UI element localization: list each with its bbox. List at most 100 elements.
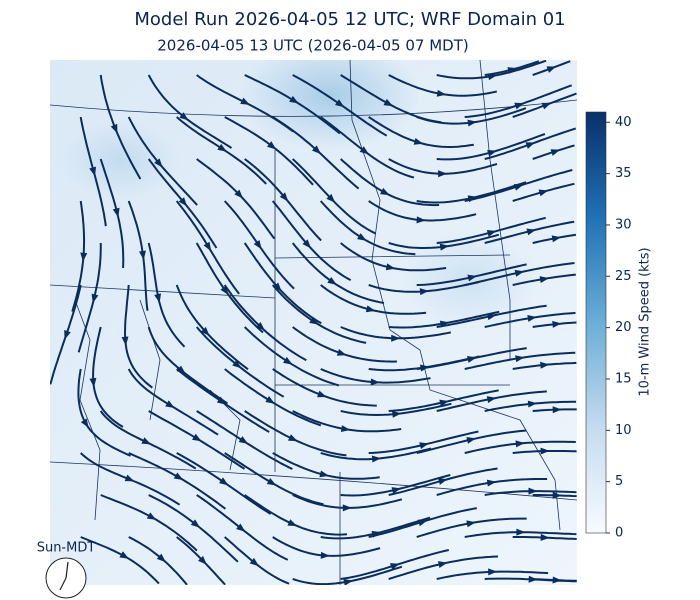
streamline-arrow [266,141,277,150]
streamline-arrow [249,557,259,567]
streamline-arrow [165,400,175,408]
streamline-arrow [365,305,376,313]
streamline-arrow [198,555,207,565]
streamline-arrow [439,399,449,407]
streamline-arrow [119,551,129,559]
streamline-arrow [487,149,497,157]
streamline-arrow [287,434,298,442]
streamline-arrow [416,216,426,224]
streamline-arrow [279,192,289,202]
wind-max [240,60,420,150]
streamline-arrow [179,112,189,121]
streamline-arrow [514,102,524,110]
clock-hand [65,561,69,579]
streamline-arrow [550,149,561,156]
streamline-arrow [141,437,152,445]
streamline-arrow [110,123,118,134]
subtitle: 2026-04-05 13 UTC (2026-04-05 07 MDT) [157,37,468,55]
streamline-arrow [513,183,524,191]
streamline-arrow [392,410,402,418]
streamline-arrow [336,349,347,356]
streamline-arrow [234,189,244,199]
colorbar-tick-label: 0 [615,526,623,541]
streamline-arrow [541,102,552,110]
streamline-arrow [486,396,497,403]
streamline-arrow [178,197,188,207]
streamline-arrow [156,553,166,563]
streamline-arrow [265,396,275,404]
streamline-arrow [527,314,537,322]
streamline-arrow [467,274,477,282]
streamline-arrow [124,474,135,482]
streamline-arrow [80,418,89,428]
colorbar-label: 10-m Wind Speed (kts) [638,247,653,396]
streamline-arrow [326,193,336,203]
streamline-arrow [319,470,329,478]
streamline-arrow [190,519,201,528]
streamline-arrow [437,561,448,568]
streamline-arrow [552,491,562,499]
clock-label: Sun-MDT [37,541,96,556]
streamline-arrow [552,320,562,328]
streamline-arrow [438,170,448,178]
streamline-arrow [200,326,210,336]
streamline-arrow [232,359,242,369]
streamline-arrow [488,568,498,576]
streamline-arrow [327,276,337,285]
streamline-arrow [383,98,394,107]
streamline-arrow [64,329,71,340]
border [349,60,561,531]
streamline-arrow [203,241,212,252]
streamline-arrow [139,250,146,260]
colorbar-tick-label: 20 [615,320,632,335]
streamline-arrow [528,487,538,495]
colorbar-tick-label: 30 [615,217,632,232]
streamline-arrow [176,365,186,374]
streamline-arrow [551,235,562,243]
streamline-arrow [311,145,321,155]
streamline-arrow [540,361,550,369]
streamline-arrow [216,396,227,405]
streamline-arrow [527,400,538,408]
streamline-arrow [302,239,312,249]
streamline-arrow [486,229,497,237]
streamline-arrow [173,472,184,481]
streamline-arrow [539,276,550,284]
streamline-arrow [390,563,400,570]
streamline-arrow [217,143,227,152]
streamline-arrow [417,519,428,527]
streamline-arrow [540,533,550,541]
colorbar-tick-label: 40 [615,115,632,130]
streamline-arrow [467,119,477,127]
colorbar-tick-label: 15 [615,371,632,386]
streamline-arrow [320,551,330,559]
streamline-arrow [236,523,246,532]
colorbar-ticks: 0 5 10 15 20 25 30 35 40 [606,115,632,541]
streamline-arrow [273,282,282,292]
streamline-arrow [516,528,526,536]
streamline-arrow [80,252,88,262]
streamline-arrow [154,293,162,303]
colorbar-tick-label: 25 [615,269,632,284]
streamline-arrow [540,447,550,455]
streamline-arrow [439,243,450,251]
clock-hand [59,577,67,591]
streamline-arrow [413,137,424,145]
streamline-arrow [525,142,536,149]
streamline-arrow [287,519,298,527]
colorbar-tick-label: 10 [615,423,632,438]
streamline-arrow [391,334,401,342]
streamline-arrow [112,207,120,218]
streamline-arrow [546,66,557,73]
streamline-arrow [253,240,262,250]
colorbar-tick-label: 5 [615,474,623,489]
streamline-arrow [385,263,396,271]
streamline-arrow [255,322,265,331]
streamline-arrow [89,166,97,177]
streamline-arrow [309,316,319,325]
streamline-arrow [552,576,562,584]
streamline-arrow [335,99,345,108]
streamline-arrow [436,89,447,97]
streamline-arrow [486,313,497,321]
